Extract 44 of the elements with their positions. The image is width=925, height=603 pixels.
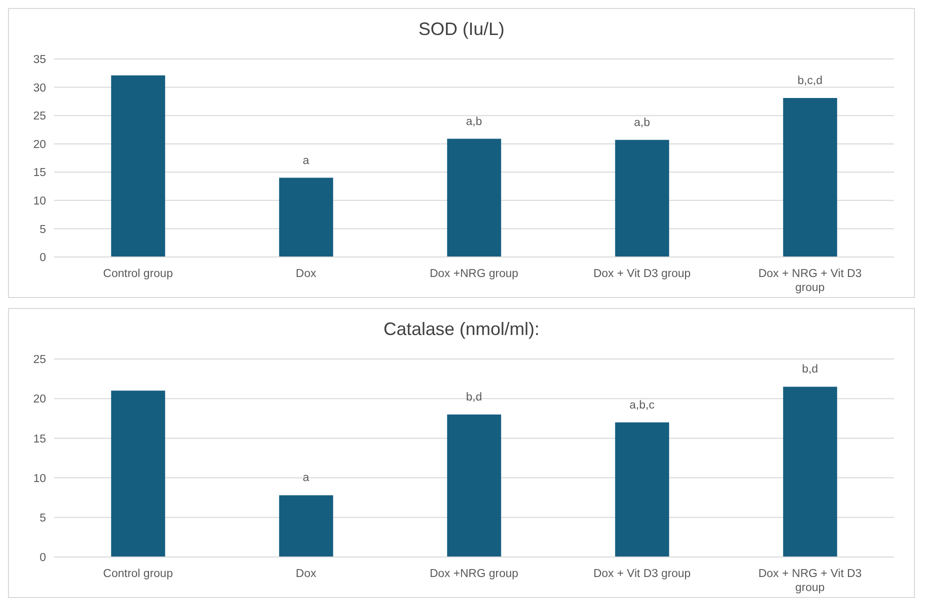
y-tick-label: 25 <box>33 354 46 366</box>
y-tick-label: 5 <box>40 512 46 524</box>
bar <box>447 414 502 557</box>
annotation: b,c,d <box>798 75 822 88</box>
y-tick-label: 0 <box>40 552 46 564</box>
y-tick-label: 20 <box>33 138 46 151</box>
chart-title: Catalase (nmol/ml): <box>382 319 541 340</box>
annotation: a <box>302 154 310 167</box>
y-tick-label: 15 <box>33 433 46 446</box>
bar <box>279 178 334 257</box>
y-tick-label: 25 <box>33 110 46 123</box>
bar <box>615 140 670 257</box>
bar <box>783 98 838 257</box>
y-tick-label: 0 <box>40 252 46 264</box>
x-tick-label: Control group <box>103 268 173 280</box>
annotation: a <box>302 472 310 484</box>
bar <box>279 495 334 557</box>
annotation: a,b <box>466 116 482 128</box>
annotation: b,d <box>802 364 818 376</box>
bar <box>111 390 166 557</box>
x-tick-label: Dox <box>296 568 316 580</box>
x-tick-label: Control group <box>103 568 173 580</box>
y-tick-label: 35 <box>33 54 46 66</box>
y-tick-label: 20 <box>33 394 46 406</box>
y-tick-label: 10 <box>33 196 46 208</box>
x-tick-label: Dox + NRG + Vit D3 group <box>758 568 862 594</box>
annotation: a,b,c <box>630 399 655 412</box>
annotation: a,b <box>634 116 650 129</box>
x-tick-label: Dox +NRG group <box>430 268 518 280</box>
y-tick-label: 5 <box>40 224 46 236</box>
bar <box>615 422 670 557</box>
bar <box>783 386 838 557</box>
annotation: b,d <box>466 391 482 404</box>
x-tick-label: Dox + Vit D3 group <box>593 568 691 580</box>
x-tick-label: Dox <box>296 268 316 280</box>
y-tick-label: 30 <box>33 82 46 94</box>
x-tick-label: Dox + NRG + Vit D3 group <box>758 268 862 294</box>
bar <box>111 75 166 257</box>
y-tick-label: 15 <box>33 167 46 180</box>
y-tick-label: 10 <box>33 472 46 485</box>
x-tick-label: Dox + Vit D3 group <box>593 268 691 280</box>
x-tick-label: Dox +NRG group <box>430 568 518 580</box>
chart-title: SOD (Iu/L) <box>417 19 506 40</box>
bar <box>447 138 502 257</box>
